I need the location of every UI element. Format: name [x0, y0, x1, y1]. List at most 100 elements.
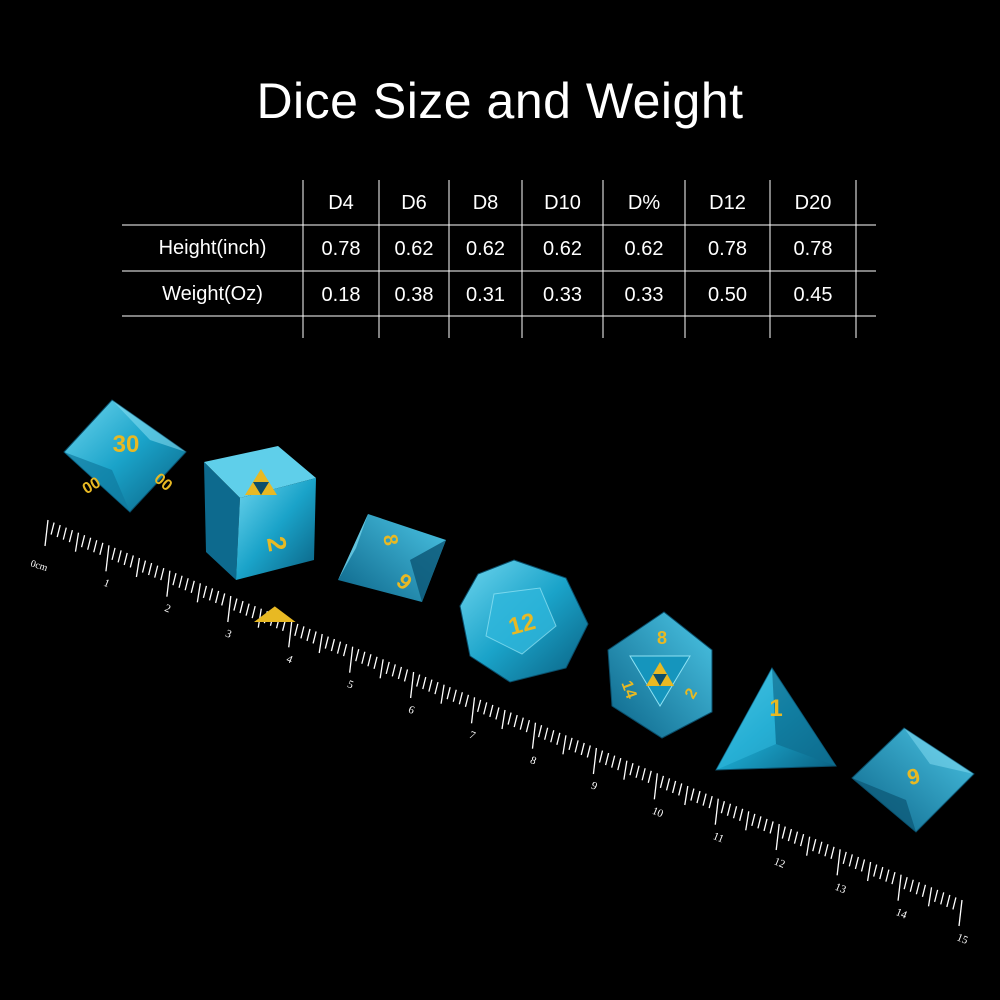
ruler-tick [854, 856, 860, 870]
ruler-tick [470, 697, 476, 724]
ruler-tick [221, 593, 226, 606]
ruler-tick [933, 889, 939, 903]
ruler-tick [117, 550, 122, 563]
table-cell: 0.33 [543, 284, 582, 306]
ruler-tick [635, 765, 640, 778]
table-cell: 0.31 [466, 284, 505, 306]
table-cell: 0.62 [466, 238, 505, 260]
d20-left-numeral: 14 [617, 679, 639, 702]
ruler-tick [483, 702, 488, 715]
ruler-tick [74, 532, 80, 552]
ruler-tick [806, 836, 811, 856]
table-cell: 0.33 [624, 284, 664, 306]
ruler-number: 12 [772, 856, 787, 871]
ruler-tick [690, 788, 695, 801]
ruler-number: 13 [833, 881, 848, 896]
table-grid [122, 180, 876, 338]
d8-top-numeral: 8 [378, 533, 402, 548]
ruler-tick [129, 555, 134, 568]
ruler-tick [324, 636, 329, 649]
ruler-tick [464, 694, 470, 707]
ruler-tick [80, 535, 86, 548]
ruler-tick [154, 565, 159, 578]
ruler-tick [915, 882, 920, 895]
d10-percentile-left-numeral: 00 [80, 474, 104, 498]
ruler-tick [178, 575, 183, 588]
table-cell: 0.45 [793, 284, 833, 306]
ruler-tick [897, 874, 902, 901]
ruler-tick [885, 869, 890, 882]
ruler-tick [531, 722, 537, 749]
ruler-tick [812, 839, 817, 852]
ruler-tick [318, 633, 323, 654]
d4-die: 1 [715, 667, 837, 771]
ruler-tick [568, 737, 573, 751]
ruler-tick [446, 687, 451, 700]
ruler-tick [300, 626, 305, 639]
ruler-tick [233, 598, 238, 611]
ruler-tick [312, 631, 317, 644]
ruler-tick [507, 712, 512, 725]
ruler-tick [452, 689, 457, 702]
ruler-tick [940, 892, 945, 905]
ruler-tick [306, 628, 311, 642]
ruler-tick [903, 877, 908, 890]
row-label: Weight(Oz) [162, 283, 263, 305]
ruler-tick [946, 894, 951, 908]
ruler-number: 4 [285, 653, 295, 666]
table-cell: 0.78 [708, 238, 747, 260]
ruler-tick [629, 763, 634, 776]
ruler-tick [361, 651, 366, 664]
d10-die: 9 [851, 727, 975, 833]
ruler-tick [824, 844, 829, 857]
table-cell: 0.18 [321, 284, 361, 306]
row-label: Height(inch) [158, 237, 267, 259]
ruler-tick [580, 742, 585, 756]
ruler-tick [202, 585, 208, 599]
ruler-number: 2 [163, 602, 173, 615]
ruler-tick [385, 661, 390, 675]
ruler-tick [160, 567, 165, 581]
ruler-tick [349, 646, 354, 673]
ruler-tick [428, 679, 433, 692]
ruler-tick [525, 719, 531, 733]
ruler-number: 10 [650, 805, 665, 820]
ruler-tick [623, 760, 628, 780]
ruler-tick [476, 699, 482, 713]
ruler-tick [166, 570, 171, 597]
table-cell: 0.38 [394, 284, 434, 306]
ruler-tick [513, 714, 518, 728]
ruler-tick [787, 828, 793, 842]
ruler-tick [891, 871, 896, 885]
ruler-tick [550, 730, 555, 743]
ruler-tick [62, 527, 67, 540]
ruler-tick [769, 821, 774, 834]
d20-die: 8 14 2 [607, 611, 713, 739]
ruler-tick [836, 849, 841, 876]
d4-numeral: 1 [769, 695, 782, 722]
d8-die: 8 6 [338, 514, 446, 602]
column-header-d20: D20 [794, 192, 832, 214]
ruler-tick [87, 537, 92, 550]
ruler-tick [214, 590, 220, 604]
ruler-tick [403, 669, 409, 682]
table-cell: 0.62 [394, 238, 434, 260]
table-cell: 0.78 [793, 238, 833, 260]
ruler-tick [93, 540, 98, 553]
ruler-tick [708, 795, 713, 809]
ruler-tick [781, 826, 786, 839]
ruler-tick [434, 681, 439, 695]
ruler-tick [726, 803, 732, 816]
ruler-tick [288, 621, 293, 648]
ruler-tick [848, 854, 853, 867]
ruler-number: 14 [894, 906, 909, 921]
ruler-tick [842, 851, 847, 865]
table-cell: 0.50 [708, 284, 747, 306]
ruler-unit-label: 0cm [29, 558, 49, 574]
ruler-tick [458, 692, 463, 705]
ruler-tick [714, 798, 719, 825]
ruler-tick [678, 783, 683, 796]
ruler-tick [866, 861, 872, 882]
ruler-tick [617, 757, 622, 771]
